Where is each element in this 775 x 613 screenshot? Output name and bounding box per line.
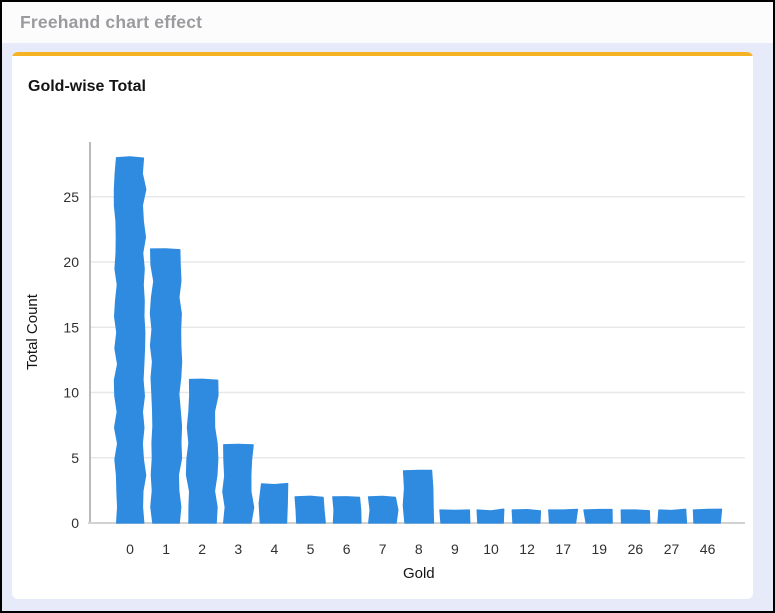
content-area: Gold-wise Total 0 5 10 15 20 25 0 1 2 3 4 5 6 7 8 9 10 12… (2, 43, 773, 599)
x-tick-label: 1 (162, 541, 170, 557)
card-accent-bar (12, 52, 753, 56)
x-tick-label: 3 (234, 541, 242, 557)
x-tick-label: 9 (451, 541, 459, 557)
x-tick-label: 8 (415, 541, 423, 557)
x-tick-label: 0 (126, 541, 134, 557)
x-tick-label: 26 (628, 541, 644, 557)
y-tick-label: 10 (63, 385, 79, 401)
bar[interactable] (258, 482, 289, 524)
chart-title: Gold-wise Total (28, 78, 146, 95)
bar[interactable] (439, 509, 471, 524)
bar[interactable] (657, 508, 688, 524)
x-tick-label: 4 (271, 541, 279, 557)
x-tick-label: 6 (343, 541, 351, 557)
bar[interactable] (332, 496, 362, 524)
bar[interactable] (222, 443, 255, 524)
bar[interactable] (113, 156, 147, 524)
x-tick-label: 27 (664, 541, 680, 557)
bar[interactable] (620, 509, 651, 524)
y-axis-title: Total Count (24, 293, 41, 370)
bar[interactable] (294, 495, 326, 524)
y-tick-label: 25 (63, 189, 79, 205)
bar[interactable] (583, 508, 613, 524)
x-tick-label: 19 (592, 541, 608, 557)
x-tick-label: 10 (483, 541, 499, 557)
page-header: Freehand chart effect (2, 2, 773, 43)
x-tick-label: 5 (307, 541, 315, 557)
y-tick-label: 0 (71, 515, 79, 531)
bar[interactable] (185, 378, 219, 524)
y-tick-label: 15 (63, 319, 79, 335)
x-axis-title: Gold (403, 565, 435, 582)
bar[interactable] (149, 248, 183, 524)
y-tick-label: 20 (63, 254, 79, 270)
bar[interactable] (367, 495, 399, 524)
bar[interactable] (402, 469, 435, 524)
chart-card: Gold-wise Total 0 5 10 15 20 25 0 1 2 3 4 5 6 7 8 9 10 12… (12, 52, 753, 599)
x-tick-label: 2 (198, 541, 206, 557)
x-tick-label: 12 (519, 541, 535, 557)
y-tick-label: 5 (71, 450, 79, 466)
x-tick-label: 46 (700, 541, 716, 557)
bar[interactable] (548, 508, 579, 524)
bar[interactable] (476, 508, 505, 524)
bar[interactable] (511, 509, 542, 524)
x-tick-label: 7 (379, 541, 387, 557)
x-tick-label: 17 (555, 541, 571, 557)
bar[interactable] (692, 508, 723, 524)
page-title: Freehand chart effect (20, 12, 203, 32)
